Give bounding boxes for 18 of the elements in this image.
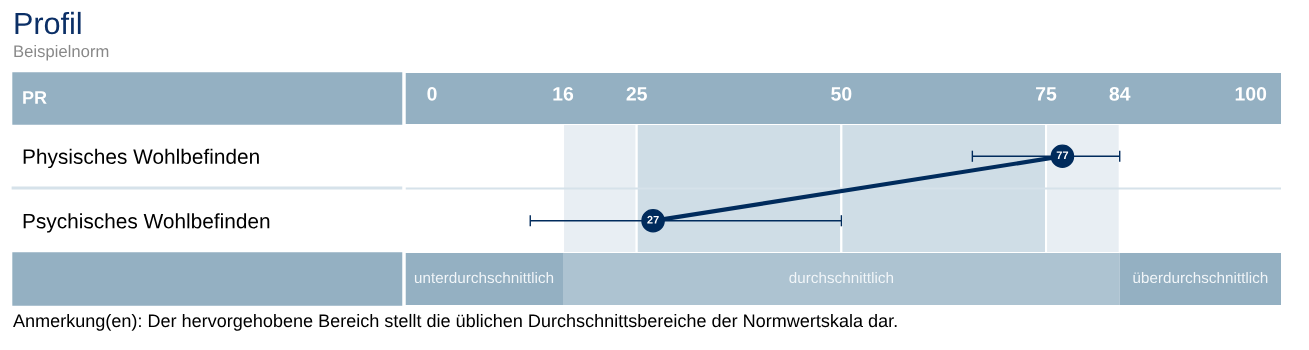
data-label: 27 (647, 215, 659, 224)
x-tick-label: 75 (1036, 87, 1057, 101)
x-tick-label: 16 (553, 86, 574, 101)
x-tick-label: 0 (427, 86, 437, 101)
y-tick-label: Psychisches Wohlbefinden (23, 213, 270, 233)
data-label: 77 (1056, 151, 1069, 160)
y-tick-label: Physisches Wohlbefinden (23, 148, 259, 169)
text: unterdurchschnittlich (414, 271, 554, 284)
x-tick-label: 84 (1109, 86, 1131, 101)
x-tick-label: 25 (626, 86, 647, 101)
text: Anmerkung(en): Der hervorgehobene Bereich stellt die üblichen Durchschnittsbereiche der Normwertskala dar. (13, 313, 897, 331)
text: Profil (15, 11, 81, 35)
text: überdurchschnittlich (1133, 271, 1268, 284)
x-axis-title: PR (23, 91, 47, 104)
text: durchschnittlich (789, 271, 894, 284)
x-tick-label: 100 (1235, 86, 1267, 101)
text: Beispielnorm (14, 44, 109, 61)
x-tick-label: 50 (831, 86, 852, 101)
